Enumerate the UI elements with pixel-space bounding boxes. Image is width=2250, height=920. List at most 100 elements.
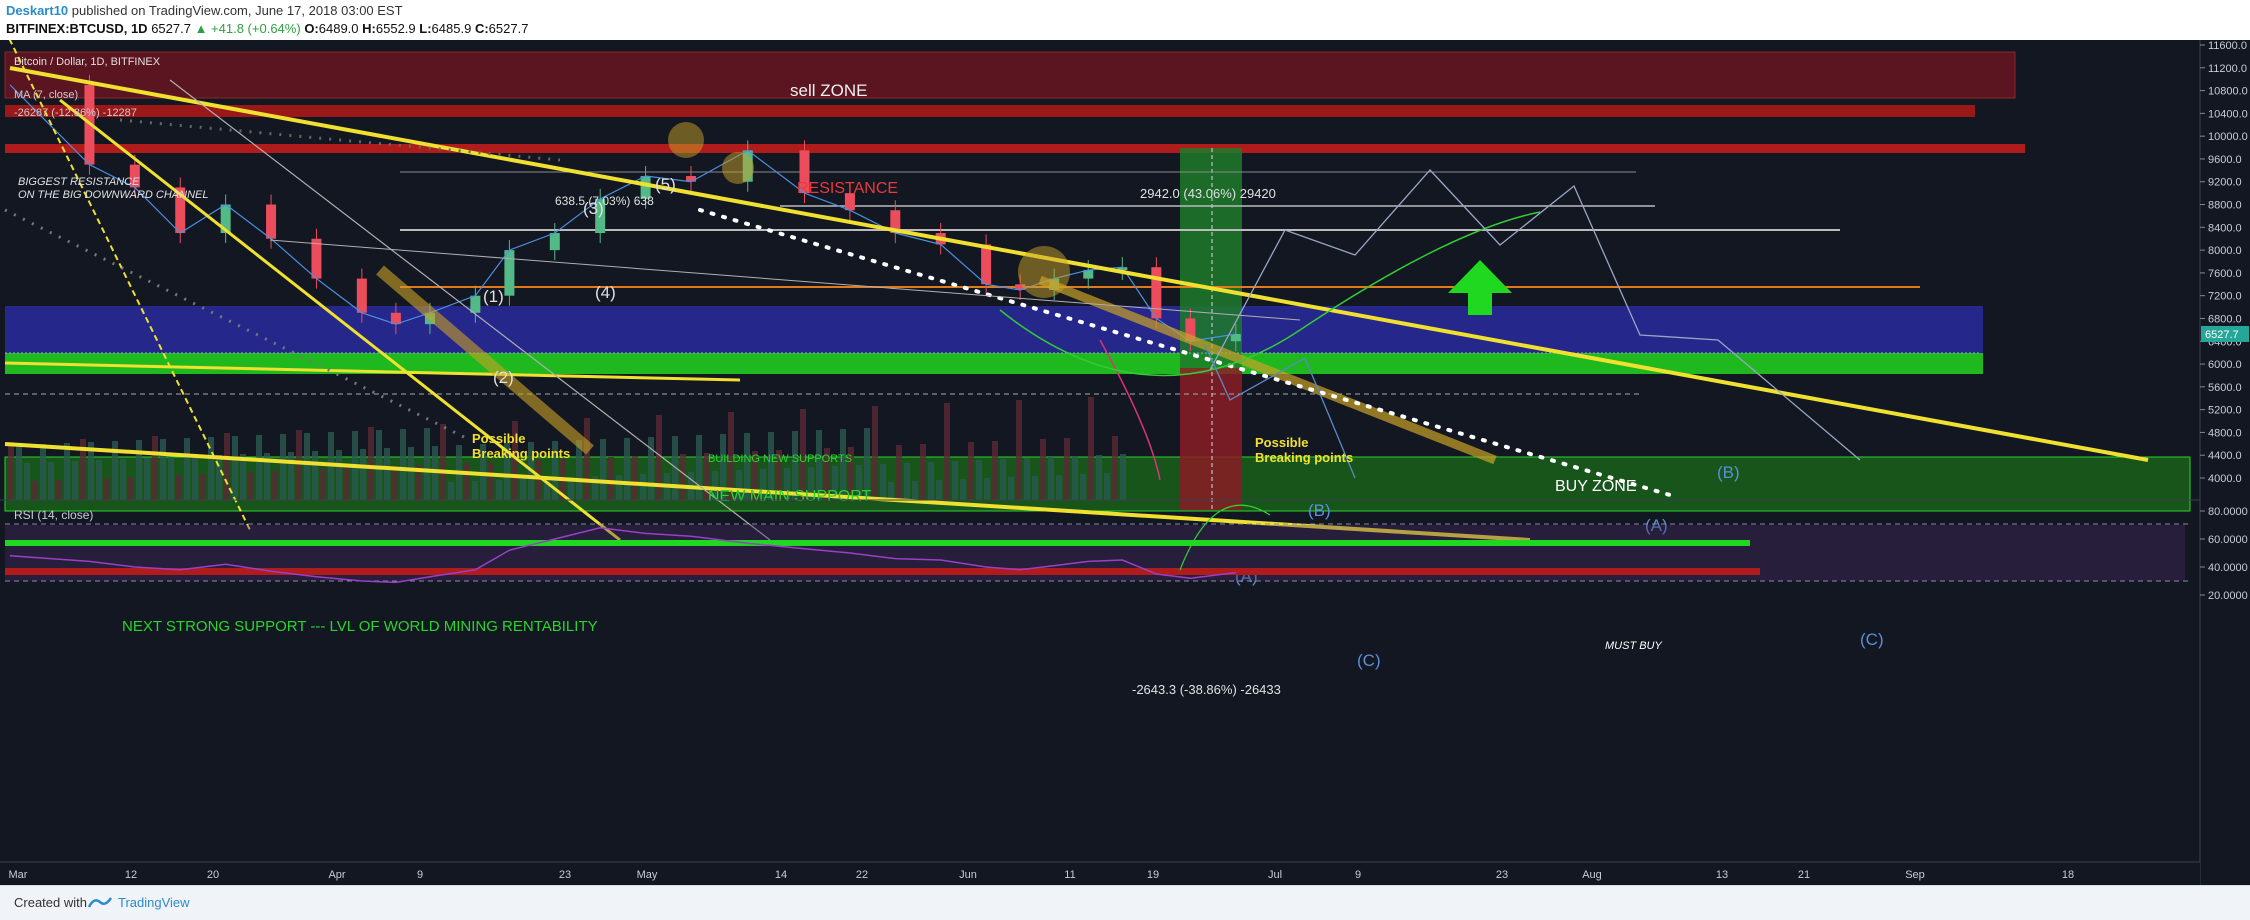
time-tick-label: 23 — [559, 869, 571, 881]
projection-dotted — [698, 208, 1672, 497]
volume-bar — [152, 436, 158, 500]
volume-bar — [776, 450, 782, 500]
candle-body — [890, 210, 901, 234]
price-tick-label: 9200.0 — [2208, 177, 2242, 189]
rsi-green-band — [5, 540, 1750, 546]
legend-symbol: Bitcoin / Dollar, 1D, BITFINEX — [14, 56, 161, 68]
volume-bar — [416, 465, 422, 500]
volume-bar — [80, 439, 86, 500]
publish-info: published on TradingView.com, June 17, 2… — [71, 3, 403, 18]
time-tick-label: 9 — [417, 869, 423, 881]
volume-bar — [344, 468, 350, 500]
price-tick-label: 9600.0 — [2208, 154, 2242, 166]
volume-bar — [952, 461, 958, 500]
volume-bar — [160, 439, 166, 500]
must-buy-label: MUST BUY — [1605, 640, 1663, 652]
resistance-band-upper — [5, 105, 1975, 117]
candle-body — [504, 250, 515, 296]
volume-bar — [128, 477, 134, 500]
current-price-tag — [2201, 325, 2249, 342]
volume-bar — [920, 444, 926, 500]
volume-bar — [296, 430, 302, 500]
candle-body — [266, 204, 277, 239]
time-tick-label: 13 — [1716, 869, 1728, 881]
price-tick-label: 4000.0 — [2208, 473, 2242, 485]
candle-body — [390, 312, 401, 325]
volume-bar — [32, 481, 38, 500]
legend-ma: MA (7, close) — [14, 89, 78, 101]
volume-bar — [264, 453, 270, 500]
volume-bar — [240, 454, 246, 500]
candle-body — [220, 204, 231, 234]
volume-bar — [1104, 473, 1110, 500]
price-tick-label: 10000.0 — [2208, 131, 2248, 143]
projection-path-pink — [1099, 339, 1161, 481]
volume-bar — [648, 437, 654, 500]
author-link[interactable]: Deskart10 — [6, 3, 69, 18]
volume-bar — [680, 454, 686, 500]
price-tick-label: 7600.0 — [2208, 268, 2242, 280]
low-label: L: — [419, 21, 432, 36]
sell-zone-label: sell ZONE — [790, 81, 867, 100]
breaking-points-label-2: Breaking points — [1255, 450, 1353, 465]
volume-bar — [40, 444, 46, 500]
time-tick-label: Apr — [328, 869, 345, 881]
trendline-support — [4, 361, 741, 382]
volume-bar — [8, 442, 14, 500]
footer: Created with TradingView — [0, 885, 2250, 920]
price-axis: 11600.0 11200.0 10800.0 10400.0 10000.0 9600.… — [2199, 40, 2250, 885]
candle-body — [640, 176, 651, 199]
buy-zone-label: BUY ZONE — [1555, 478, 1637, 495]
volume-bar — [200, 474, 206, 500]
volume-bar — [568, 477, 574, 500]
volume-bar — [192, 456, 198, 500]
volume-bar — [976, 460, 982, 500]
volume-bar — [800, 409, 806, 500]
wave-label: (B) — [1717, 463, 1740, 482]
time-tick-label: 23 — [1496, 869, 1508, 881]
wave-label: (A) — [1645, 516, 1668, 535]
volume-bar — [760, 469, 766, 500]
volume-bar — [56, 480, 62, 500]
abc-projection-path — [1204, 344, 1356, 479]
wave-label: (1) — [483, 287, 504, 306]
time-tick-label: 22 — [856, 869, 868, 881]
volume-bar — [248, 472, 254, 500]
volume-bar — [576, 440, 582, 500]
price-tick-label: 4800.0 — [2208, 427, 2242, 439]
volume-bar — [1112, 436, 1118, 500]
biggest-resistance-label: ON THE BIG DOWNWARD CHANNEL — [18, 189, 208, 201]
volume-bar — [280, 434, 286, 500]
volume-bar — [120, 459, 126, 500]
volume-bar — [616, 475, 622, 500]
volume-bar — [792, 431, 798, 500]
wave-label: (3) — [583, 199, 604, 218]
volume-bar — [48, 462, 54, 500]
rsi-tick-label: 20.0000 — [2208, 590, 2248, 602]
high-value: 6552.9 — [375, 21, 416, 36]
volume-bar — [360, 449, 366, 500]
rsi-tick-label: 40.0000 — [2208, 562, 2248, 574]
candle-body — [595, 198, 606, 234]
volume-bar — [880, 464, 886, 500]
publish-line: Deskart10 published on TradingView.com, … — [6, 3, 403, 18]
time-tick-label: 11 — [1064, 869, 1075, 881]
breaking-points-label-1: Possible — [472, 431, 525, 446]
rsi-tick-label: 80.0000 — [2208, 506, 2248, 518]
volume-bar — [840, 429, 846, 500]
volume-bar — [512, 421, 518, 500]
volume-bar — [640, 474, 646, 500]
time-tick-label: 19 — [1147, 869, 1159, 881]
tradingview-link[interactable]: TradingView — [118, 895, 190, 910]
volume-bar — [464, 463, 470, 500]
price-change: ▲ +41.8 (+0.64%) — [194, 21, 301, 36]
rsi-line — [9, 527, 1236, 584]
rsi-tick-label: 60.0000 — [2208, 534, 2248, 546]
ohlc-line: BITFINEX:BTCUSD, 1D 6527.7 ▲ +41.8 (+0.6… — [6, 21, 528, 36]
volume-bar — [968, 442, 974, 500]
rsi-pane: RSI (14, close) — [0, 499, 2200, 584]
volume-bar — [720, 434, 726, 500]
measure-down-label: -2643.3 (-38.86%) -26433 — [1132, 682, 1281, 697]
volume-bar — [848, 447, 854, 500]
price-chart[interactable]: Bitcoin / Dollar, 1D, BITFINEX MA (7, clo… — [0, 40, 2250, 885]
